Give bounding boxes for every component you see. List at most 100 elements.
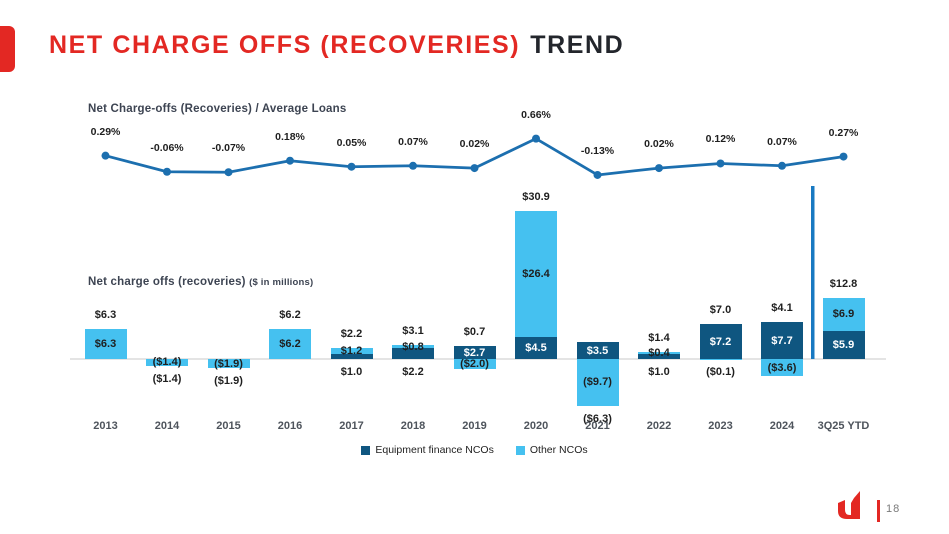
legend-swatch xyxy=(515,445,525,455)
bar-segment xyxy=(392,344,434,349)
bar-chart-title-unit: ($ in millions) xyxy=(249,277,314,288)
bar-segment xyxy=(515,337,557,359)
page-title: NET CHARGE OFFS (RECOVERIES) TREND xyxy=(49,28,624,62)
bar-segment-label: $26.4 xyxy=(522,268,550,281)
page-number: 18 xyxy=(886,503,901,515)
page-title-red: NET CHARGE OFFS (RECOVERIES) xyxy=(49,31,521,59)
bar-segment-label: ($2.0) xyxy=(460,357,489,370)
bar-chart-title-text: Net charge offs (recoveries) xyxy=(88,276,246,288)
bar-segment-label: $5.9 xyxy=(832,338,855,351)
x-axis-label: 2018 xyxy=(400,420,426,432)
bar-segment xyxy=(453,346,496,359)
trend-point-label: 0.07% xyxy=(767,135,797,148)
bar-segment-label: $2.7 xyxy=(463,346,486,359)
x-axis-label: 2013 xyxy=(93,420,118,432)
bar-total-label: $6.2 xyxy=(279,309,301,322)
bar-segment xyxy=(699,324,742,359)
legend-item: Other NCOs xyxy=(515,444,588,456)
trend-point xyxy=(716,159,725,168)
bar-total-label: $0.7 xyxy=(463,326,486,339)
bar-segment-label: $7.7 xyxy=(771,334,793,347)
trend-point-label: 0.07% xyxy=(398,135,428,148)
bar-segment-label: ($0.1) xyxy=(706,366,735,378)
legend-item: Equipment finance NCOs xyxy=(361,444,494,456)
legend-label: Other NCOs xyxy=(529,444,588,456)
bar-segment xyxy=(576,342,619,359)
x-axis-label: 2015 xyxy=(216,420,241,432)
bar-segment xyxy=(576,359,619,406)
bar-total-label: $1.4 xyxy=(648,332,670,345)
trend-point-label: 0.05% xyxy=(336,136,367,149)
trend-point-label: 0.66% xyxy=(521,108,551,121)
trend-point-label: -0.13% xyxy=(580,144,615,157)
bar-total-label: ($1.9) xyxy=(214,375,243,388)
bar-total-label: $12.8 xyxy=(829,277,858,290)
bar-total-label: $2.2 xyxy=(340,328,363,341)
footer-divider xyxy=(877,500,880,522)
trend-point xyxy=(409,161,417,170)
bar-segment-label: $1.2 xyxy=(340,345,363,358)
company-logo xyxy=(838,491,860,519)
bar-segment-label: $7.2 xyxy=(709,335,732,348)
trend-point xyxy=(163,167,171,176)
x-axis-label: 2017 xyxy=(339,420,364,432)
bar-segment-label: $2.2 xyxy=(402,366,424,378)
bar-segment xyxy=(453,359,496,369)
bar-total-label: $3.1 xyxy=(402,324,424,337)
legend-label: Equipment finance NCOs xyxy=(375,444,494,456)
line-chart-title: Net Charge-offs (Recoveries) / Average L… xyxy=(88,103,347,115)
bar-chart-title: Net charge offs (recoveries) ($ in milli… xyxy=(88,276,313,288)
trend-point xyxy=(470,164,479,173)
x-axis-label: 2024 xyxy=(769,420,795,432)
legend-swatch xyxy=(361,445,371,455)
trend-point-label: 0.29% xyxy=(90,125,121,138)
bar-segment-label: ($3.6) xyxy=(767,361,797,374)
trend-point-label: 0.02% xyxy=(644,138,674,151)
trend-point-label: -0.06% xyxy=(150,141,184,154)
bar-segment xyxy=(392,348,434,359)
title-accent-bar xyxy=(0,26,15,72)
bar-segment xyxy=(761,359,803,377)
bar-segment-label: $6.9 xyxy=(832,308,855,321)
x-axis-label: 2023 xyxy=(708,420,733,432)
bar-segment xyxy=(515,210,557,338)
trend-point-label: 0.12% xyxy=(705,133,736,146)
trend-point-label: 0.02% xyxy=(459,138,490,151)
trend-point xyxy=(347,162,356,171)
trend-point xyxy=(655,164,663,173)
bar-segment xyxy=(638,354,680,359)
trend-point xyxy=(839,152,848,161)
x-axis-label: 2016 xyxy=(277,420,303,432)
bar-total-label: $6.3 xyxy=(94,308,117,321)
bar-segment xyxy=(207,359,250,369)
x-axis-label: 3Q25 YTD xyxy=(817,420,870,432)
trend-point-label: 0.18% xyxy=(275,130,305,143)
trend-point xyxy=(101,151,110,160)
bar-total-label: $30.9 xyxy=(522,190,550,203)
bar-segment-label: $0.4 xyxy=(648,347,670,360)
bar-segment xyxy=(84,328,127,359)
bar-segment xyxy=(330,348,373,355)
bar-total-label: $4.1 xyxy=(771,302,793,315)
chart-legend: Equipment finance NCOs Other NCOs xyxy=(0,444,949,456)
trend-point xyxy=(286,156,294,165)
bar-segment-label: $1.0 xyxy=(340,366,363,378)
bar-segment-label: ($1.4) xyxy=(152,356,182,369)
bar-segment xyxy=(761,322,803,359)
trend-point xyxy=(778,161,786,170)
trend-point xyxy=(224,168,233,177)
bar-total-label: ($1.4) xyxy=(152,372,182,385)
bar-segment-label: ($1.9) xyxy=(214,357,243,370)
x-axis-label: 2019 xyxy=(462,420,487,432)
bar-segment-label: $0.8 xyxy=(402,340,424,353)
x-axis-label: 2022 xyxy=(646,420,672,432)
bar-segment xyxy=(146,359,188,366)
bar-total-label: $7.0 xyxy=(709,304,732,317)
bar-segment-label: $1.0 xyxy=(648,366,670,378)
trend-point-label: -0.07% xyxy=(211,142,246,155)
bar-segment xyxy=(330,354,373,359)
bar-segment xyxy=(269,329,311,359)
bar-segment-label: $6.3 xyxy=(94,337,117,350)
bar-segment-label: ($9.7) xyxy=(583,376,612,389)
